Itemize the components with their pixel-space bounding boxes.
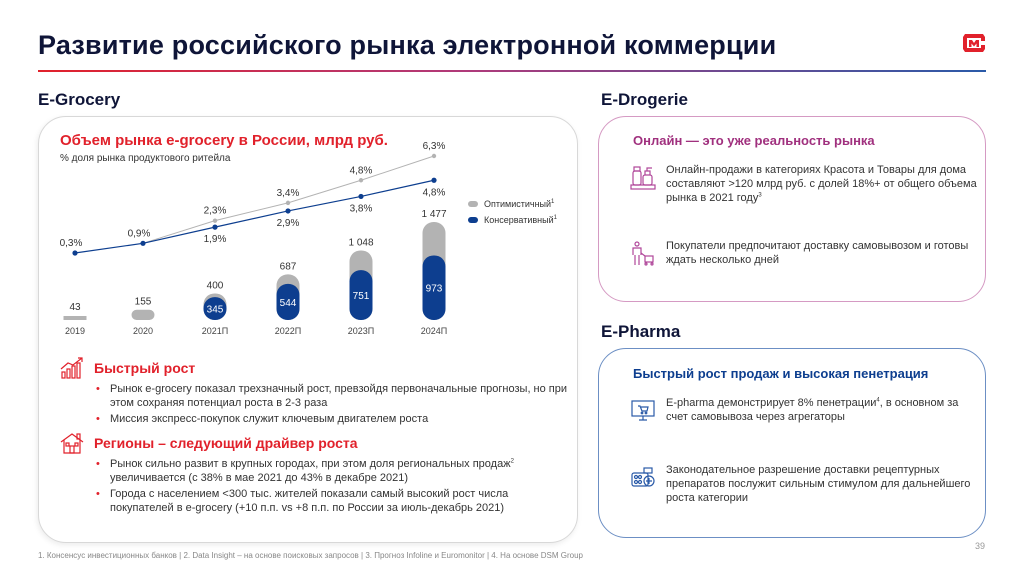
pills-icon (631, 467, 655, 487)
bar-growth-icon (60, 357, 83, 379)
footnote-ref: 4 (876, 397, 880, 404)
footnote-ref: 3 (758, 192, 762, 199)
block-title: Регионы – следующий драйвер роста (94, 435, 358, 451)
block-regions: Регионы – следующий драйвер роста Рынок … (60, 432, 570, 517)
item-text: Законодательное разрешение доставки реце… (666, 464, 971, 504)
edrogerie-card (598, 116, 986, 302)
bullet-item: Миссия экспресс-покупок служит ключевым … (96, 412, 570, 426)
epharma-card (598, 348, 986, 538)
chart-title: Объем рынка e-grocery в России, млрд руб… (60, 132, 388, 149)
bullet-item: Города с населением <300 тыс. жителей по… (96, 487, 570, 515)
block-title: Быстрый рост (94, 360, 196, 376)
section-title-epharma: E-Pharma (601, 322, 681, 341)
legend-label-conservative: Консервативный1 (484, 215, 557, 225)
page-number: 39 (975, 541, 986, 551)
edrogerie-item: Покупатели предпочитают доставку самовыв… (630, 239, 980, 267)
section-title-egrocery: E-Grocery (38, 90, 121, 109)
section-title-edrogerie: E-Drogerie (601, 90, 688, 109)
footnote-ref: 2 (510, 458, 514, 465)
edrogerie-item-text: Онлайн-продажи в категориях Красота и То… (666, 163, 980, 205)
footnotes: 1. Консенсус инвестиционных банков | 2. … (38, 551, 583, 560)
footnote-ref: 1 (553, 215, 557, 221)
block-fast-growth: Быстрый рост Рынок e-grocery показал тре… (60, 357, 570, 428)
legend-swatch-optimistic (468, 201, 478, 207)
epharma-heading: Быстрый рост продаж и высокая пенетрация (633, 366, 929, 381)
legend-label-text: Оптимистичный (484, 199, 552, 209)
epharma-item: Законодательное разрешение доставки реце… (630, 463, 980, 505)
bullet-item: Рынок сильно развит в крупных городах, п… (96, 457, 570, 485)
legend-item-conservative: Консервативный1 (468, 212, 557, 228)
epharma-item-text: E-pharma демонстрирует 8% пенетрации4, в… (666, 396, 980, 424)
chart-legend: Оптимистичный1 Консервативный1 (468, 196, 557, 228)
title-underline (38, 70, 986, 72)
edrogerie-item: Онлайн-продажи в категориях Красота и То… (630, 163, 980, 205)
epharma-item: E-pharma демонстрирует 8% пенетрации4, в… (630, 396, 980, 424)
legend-label-text: Консервативный (484, 215, 554, 225)
page-title: Развитие российского рынка электронной к… (38, 30, 777, 60)
legend-item-optimistic: Оптимистичный1 (468, 196, 557, 212)
magnit-logo-icon (963, 34, 985, 52)
cosmetics-icon (630, 166, 656, 190)
bullet-text: увеличивается (с 38% в мае 2021 до 43% в… (110, 472, 408, 484)
footnote-ref: 1 (551, 199, 555, 205)
online-shop-icon (631, 400, 655, 421)
item-text: Онлайн-продажи в категориях Красота и То… (666, 164, 977, 204)
item-text: Покупатели предпочитают доставку самовыв… (666, 240, 969, 266)
chart-subtitle: % доля рынка продуктового ритейла (60, 153, 231, 164)
legend-label-optimistic: Оптимистичный1 (484, 199, 554, 209)
shopper-cart-icon (632, 241, 654, 266)
house-icon (60, 433, 84, 454)
legend-swatch-conservative (468, 217, 478, 223)
bullet-text: Рынок сильно развит в крупных городах, п… (110, 458, 511, 470)
item-text: , в основном за счет самовывоза через аг… (666, 397, 959, 423)
bullet-item: Рынок e-grocery показал трехзначный рост… (96, 382, 570, 410)
item-text: E-pharma демонстрирует 8% пенетрации (666, 397, 877, 409)
edrogerie-heading: Онлайн — это уже реальность рынка (633, 133, 875, 148)
